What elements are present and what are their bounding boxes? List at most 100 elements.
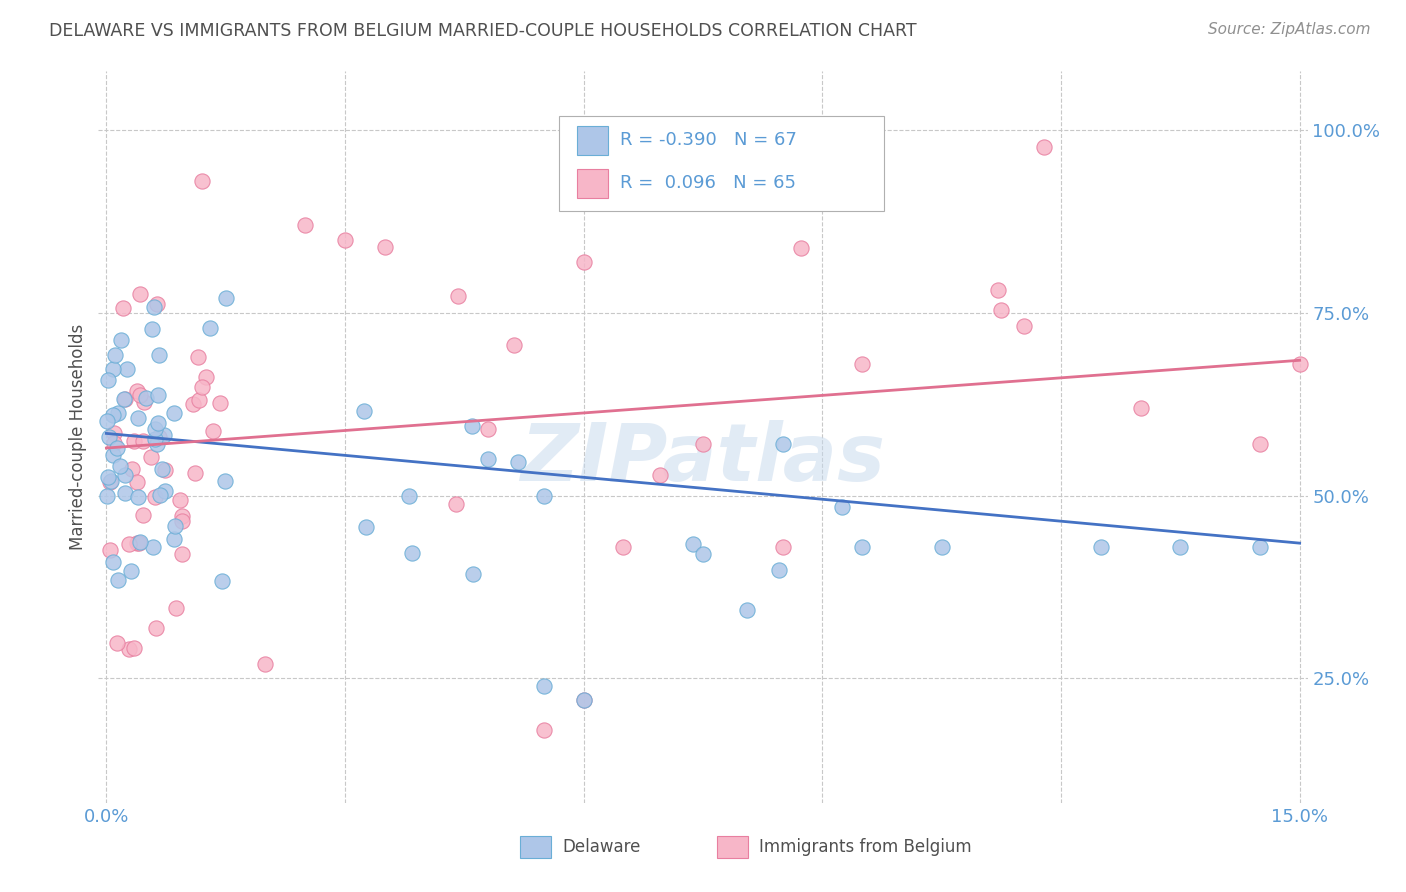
Point xyxy=(148,430,170,444)
Point xyxy=(648,467,671,482)
Point xyxy=(96,489,118,503)
Point xyxy=(142,300,165,314)
Point xyxy=(146,416,169,430)
Point xyxy=(333,233,356,247)
Point xyxy=(142,541,165,555)
Point xyxy=(112,392,135,407)
Point xyxy=(105,442,128,456)
Point xyxy=(135,391,157,405)
Point xyxy=(143,490,166,504)
Point xyxy=(735,603,758,617)
Point xyxy=(101,448,124,462)
Point xyxy=(172,509,194,524)
Point xyxy=(354,520,377,534)
Point xyxy=(103,362,125,376)
Point xyxy=(121,461,143,475)
Point xyxy=(114,392,136,406)
Point xyxy=(401,546,423,560)
Point xyxy=(153,483,176,498)
Point xyxy=(692,437,714,451)
Point xyxy=(990,302,1012,317)
Point xyxy=(98,475,121,490)
Point xyxy=(104,348,127,362)
Point xyxy=(97,373,120,387)
Point xyxy=(122,641,145,656)
Point xyxy=(127,490,149,504)
Point xyxy=(831,500,853,515)
Point xyxy=(98,543,121,558)
Point xyxy=(572,693,595,707)
Point xyxy=(153,428,176,442)
Point xyxy=(772,437,794,451)
Point xyxy=(148,348,170,362)
Point xyxy=(146,437,169,451)
Point xyxy=(122,434,145,449)
Point xyxy=(131,434,153,448)
Point xyxy=(110,333,132,347)
Point xyxy=(97,469,120,483)
Point xyxy=(184,466,207,480)
Point xyxy=(194,370,217,384)
Point xyxy=(254,657,277,671)
Point xyxy=(107,573,129,587)
Point xyxy=(103,435,125,450)
Point xyxy=(148,387,170,401)
Point xyxy=(215,291,238,305)
Point xyxy=(181,396,204,410)
Point xyxy=(143,432,166,446)
Point xyxy=(987,283,1010,297)
Point xyxy=(1090,540,1112,554)
Point xyxy=(461,419,484,434)
Point xyxy=(111,301,134,315)
Point xyxy=(1249,437,1271,451)
Point xyxy=(127,411,149,425)
Point xyxy=(353,404,375,418)
Point xyxy=(789,241,811,255)
Point xyxy=(682,537,704,551)
Point xyxy=(463,566,485,581)
Point xyxy=(170,547,193,561)
Point xyxy=(477,452,499,467)
Y-axis label: Married-couple Households: Married-couple Households xyxy=(69,324,87,550)
Point xyxy=(103,555,125,569)
Point xyxy=(129,535,152,549)
Point xyxy=(214,474,236,488)
Point xyxy=(103,425,125,440)
Point xyxy=(120,565,142,579)
Point xyxy=(149,488,172,502)
Point xyxy=(768,563,790,577)
Point xyxy=(572,254,595,268)
Point xyxy=(125,384,148,398)
Point xyxy=(187,350,209,364)
Text: Delaware: Delaware xyxy=(562,838,641,856)
Point xyxy=(446,289,468,303)
Point xyxy=(1012,318,1035,333)
Point xyxy=(134,395,156,409)
Point xyxy=(1288,357,1310,371)
Point xyxy=(129,287,152,301)
Point xyxy=(477,422,499,436)
Point xyxy=(446,497,468,511)
Point xyxy=(572,693,595,707)
Point xyxy=(533,489,555,503)
Point xyxy=(105,636,128,650)
Point xyxy=(114,486,136,500)
Point xyxy=(101,409,124,423)
Point xyxy=(209,395,232,409)
Point xyxy=(191,379,214,393)
Point xyxy=(191,174,214,188)
Point xyxy=(141,450,163,464)
Text: R =  0.096   N = 65: R = 0.096 N = 65 xyxy=(620,174,796,193)
Point xyxy=(692,547,714,561)
Point xyxy=(187,393,209,408)
Point xyxy=(211,574,233,588)
Point xyxy=(128,535,150,549)
Text: R = -0.390   N = 67: R = -0.390 N = 67 xyxy=(620,131,796,150)
Point xyxy=(201,424,224,438)
Point xyxy=(851,357,873,371)
Point xyxy=(612,540,634,554)
Point xyxy=(107,406,129,420)
Point xyxy=(162,532,184,546)
Point xyxy=(98,430,121,444)
Point xyxy=(170,514,193,528)
